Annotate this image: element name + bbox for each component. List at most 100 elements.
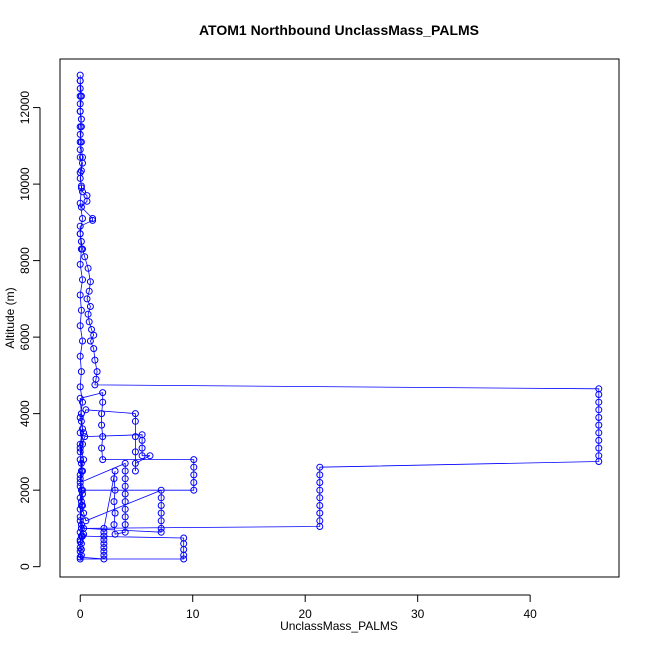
data-point <box>77 203 85 211</box>
data-point <box>99 456 107 464</box>
data-point <box>131 448 139 456</box>
data-point <box>77 498 85 506</box>
data-point <box>121 505 129 513</box>
data-point <box>79 215 86 222</box>
data-point <box>157 509 165 517</box>
data-point <box>157 486 165 494</box>
data-point <box>80 530 88 538</box>
data-point <box>77 368 85 376</box>
data-point <box>131 433 139 441</box>
data-point <box>131 459 139 467</box>
x-tick-label: 20 <box>299 607 313 621</box>
data-point <box>121 498 129 506</box>
data-point <box>121 475 129 483</box>
data-point <box>77 184 85 192</box>
data-point <box>100 524 108 532</box>
data-point <box>77 546 85 553</box>
data-point <box>316 494 324 502</box>
data-point <box>90 331 98 339</box>
data-point <box>76 322 84 330</box>
data-point <box>110 498 118 506</box>
data-point <box>76 505 84 513</box>
data-point <box>77 459 85 467</box>
data-point <box>121 513 129 521</box>
data-point <box>86 337 94 345</box>
data-point <box>595 391 603 398</box>
series-line <box>79 75 600 560</box>
data-point <box>76 456 84 464</box>
data-point <box>190 471 198 479</box>
data-point <box>76 100 84 108</box>
data-point <box>76 475 84 483</box>
data-point <box>77 410 85 418</box>
x-tick-label: 30 <box>411 607 425 621</box>
data-point <box>79 337 86 345</box>
data-point <box>76 482 84 490</box>
plot-frame <box>59 58 620 578</box>
data-point <box>76 479 84 486</box>
data-point <box>190 456 198 464</box>
data-point <box>98 410 106 418</box>
data-point <box>77 123 85 131</box>
data-point <box>77 524 85 532</box>
data-point <box>84 264 92 272</box>
data-point <box>79 153 86 161</box>
data-point <box>93 368 101 376</box>
data-point <box>79 276 86 284</box>
data-point <box>138 452 146 460</box>
data-point <box>111 530 119 538</box>
data-point <box>595 414 603 421</box>
data-point <box>77 521 85 529</box>
y-tick-label: 12000 <box>18 91 32 125</box>
data-point <box>79 188 86 196</box>
y-tick-label: 10000 <box>18 167 32 201</box>
data-point <box>98 421 106 429</box>
data-point <box>131 467 139 475</box>
data-point <box>316 502 324 509</box>
data-point <box>79 486 86 494</box>
data-point <box>76 555 84 563</box>
data-point <box>316 471 324 479</box>
data-point <box>77 115 85 123</box>
data-point <box>76 444 84 452</box>
data-point <box>76 153 84 161</box>
data-point <box>76 199 84 207</box>
data-point <box>76 146 84 154</box>
data-point <box>84 310 92 318</box>
series-layer <box>76 71 603 563</box>
data-point <box>76 107 84 115</box>
data-point <box>110 521 118 529</box>
data-point <box>81 433 89 441</box>
data-point <box>77 92 85 100</box>
data-point <box>86 303 94 310</box>
data-point <box>121 490 129 498</box>
x-axis-label: UnclassMass_PALMS <box>280 619 398 633</box>
y-tick-label: 8000 <box>18 247 32 274</box>
data-point <box>100 536 108 544</box>
data-point <box>111 509 119 517</box>
data-point <box>138 436 146 444</box>
data-point <box>80 456 88 464</box>
data-point <box>121 521 129 529</box>
y-tick-label: 4000 <box>18 400 32 427</box>
data-point <box>316 463 324 471</box>
data-point <box>99 398 107 406</box>
data-point <box>190 463 198 471</box>
chart-title: ATOM1 Northbound UnclassMass_PALMS <box>199 22 479 38</box>
data-point <box>110 475 118 483</box>
data-point <box>595 406 603 414</box>
data-point <box>100 544 108 551</box>
data-point <box>76 230 84 238</box>
data-point <box>121 482 129 490</box>
data-point <box>595 458 603 465</box>
data-point <box>76 352 84 360</box>
data-point <box>595 436 603 444</box>
data-point <box>76 513 84 521</box>
y-tick-label: 0 <box>18 563 32 570</box>
data-point <box>138 444 146 452</box>
data-point <box>76 85 84 92</box>
data-point <box>121 467 129 475</box>
data-point <box>79 398 86 406</box>
data-point <box>77 306 85 314</box>
